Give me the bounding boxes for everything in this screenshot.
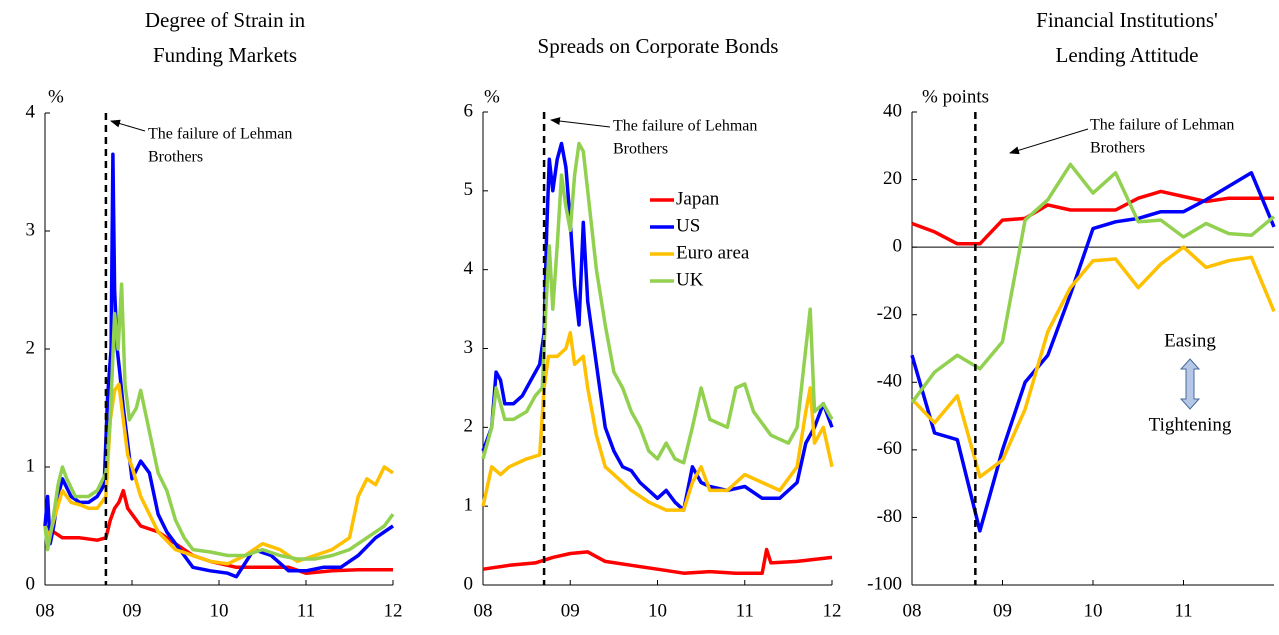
y-tick-label: 3	[464, 337, 474, 358]
series-line	[43, 382, 394, 566]
x-tick-label: 12	[384, 600, 403, 621]
y-tick-label: 2	[26, 337, 36, 358]
y-tick-label: -80	[877, 506, 902, 527]
chart-title: Financial Institutions'	[1036, 8, 1218, 32]
event-label: Brothers	[148, 149, 203, 166]
event-label: The failure of Lehman	[613, 118, 757, 135]
series-line	[911, 189, 1274, 246]
panel: Financial Institutions' Lending Attitude%…	[867, 8, 1276, 621]
y-tick-label: 1	[464, 495, 474, 516]
y-tick-label: 1	[26, 455, 36, 476]
event-arrow	[550, 117, 611, 128]
y-tick-label: 6	[464, 100, 474, 121]
y-tick-label: 2	[464, 416, 474, 437]
y-tick-label: -60	[877, 438, 902, 459]
x-tick-label: 10	[648, 600, 667, 621]
y-tick-label: 3	[26, 219, 36, 240]
event-arrow	[110, 119, 146, 132]
x-tick-label: 11	[736, 600, 754, 621]
double-arrow	[1179, 358, 1201, 410]
series-line	[43, 152, 394, 579]
y-tick-label: 0	[26, 573, 36, 594]
y-tick-label: 4	[464, 258, 474, 279]
legend-label: UK	[676, 269, 704, 290]
series-line	[481, 330, 834, 512]
y-tick-label: 20	[883, 168, 902, 189]
y-tick-label: 5	[464, 179, 474, 200]
series-line	[44, 488, 393, 575]
y-tick-label: -100	[867, 573, 902, 594]
annotation: Tightening	[1149, 414, 1232, 435]
x-tick-label: 08	[903, 600, 922, 621]
x-tick-label: 12	[823, 600, 842, 621]
series-line	[910, 162, 1276, 404]
event-label: Brothers	[613, 141, 668, 158]
y-tick-label: -40	[877, 371, 902, 392]
series-line	[481, 141, 834, 465]
series-line	[43, 282, 395, 561]
event-label: The failure of Lehman	[1090, 117, 1234, 134]
chart-title: Funding Markets	[153, 43, 297, 67]
x-tick-label: 09	[561, 600, 580, 621]
x-tick-label: 11	[1174, 600, 1192, 621]
x-tick-label: 09	[993, 600, 1012, 621]
x-tick-label: 10	[1084, 600, 1103, 621]
chart-title: Degree of Strain in	[145, 8, 306, 32]
series-line	[481, 141, 834, 512]
legend-label: US	[676, 215, 700, 236]
legend-label: Japan	[676, 188, 720, 209]
series-line	[482, 547, 833, 575]
y-tick-label: 40	[883, 100, 902, 121]
chart-title: Spreads on Corporate Bonds	[538, 34, 779, 58]
x-tick-label: 11	[297, 600, 315, 621]
event-label: Brothers	[1090, 140, 1145, 157]
y-tick-label: 0	[893, 236, 903, 257]
series-line	[910, 245, 1276, 479]
event-arrow	[1009, 128, 1089, 155]
annotation: Easing	[1164, 330, 1216, 351]
x-tick-label: 10	[210, 600, 229, 621]
event-label: The failure of Lehman	[148, 126, 292, 143]
y-tick-label: 4	[26, 101, 36, 122]
x-tick-label: 09	[123, 600, 142, 621]
y-axis-label: %	[48, 86, 64, 107]
x-tick-label: 08	[36, 600, 55, 621]
chart-title: Lending Attitude	[1056, 43, 1199, 67]
legend-label: Euro area	[676, 242, 750, 263]
y-axis-label: %	[484, 86, 500, 107]
y-axis-label: % points	[922, 86, 989, 107]
y-tick-label: -20	[877, 303, 902, 324]
series-line	[910, 171, 1276, 533]
x-tick-label: 08	[474, 600, 493, 621]
y-tick-label: 0	[464, 573, 474, 594]
